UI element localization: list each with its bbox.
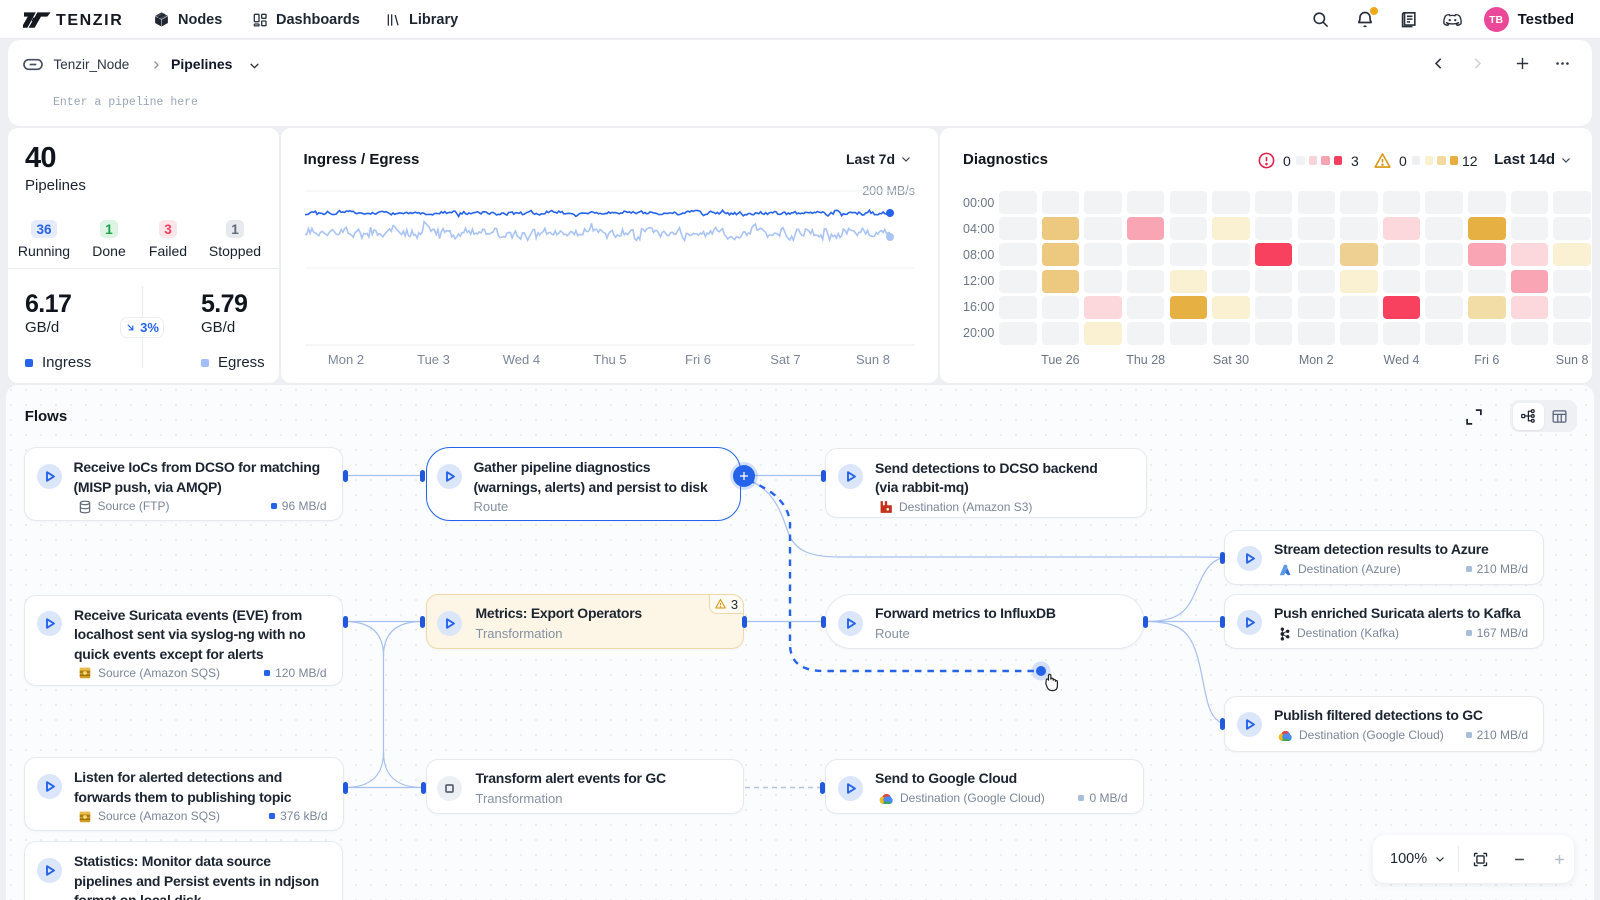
svg-text:Sun 8: Sun 8 (856, 352, 890, 367)
svg-text:Sat 7: Sat 7 (770, 352, 800, 367)
svg-text:Mon 2: Mon 2 (328, 352, 364, 367)
svg-text:Wed 4: Wed 4 (503, 352, 540, 367)
svg-text:Fri 6: Fri 6 (685, 352, 711, 367)
svg-text:Thu 5: Thu 5 (593, 352, 626, 367)
svg-text:Tue 3: Tue 3 (417, 352, 450, 367)
